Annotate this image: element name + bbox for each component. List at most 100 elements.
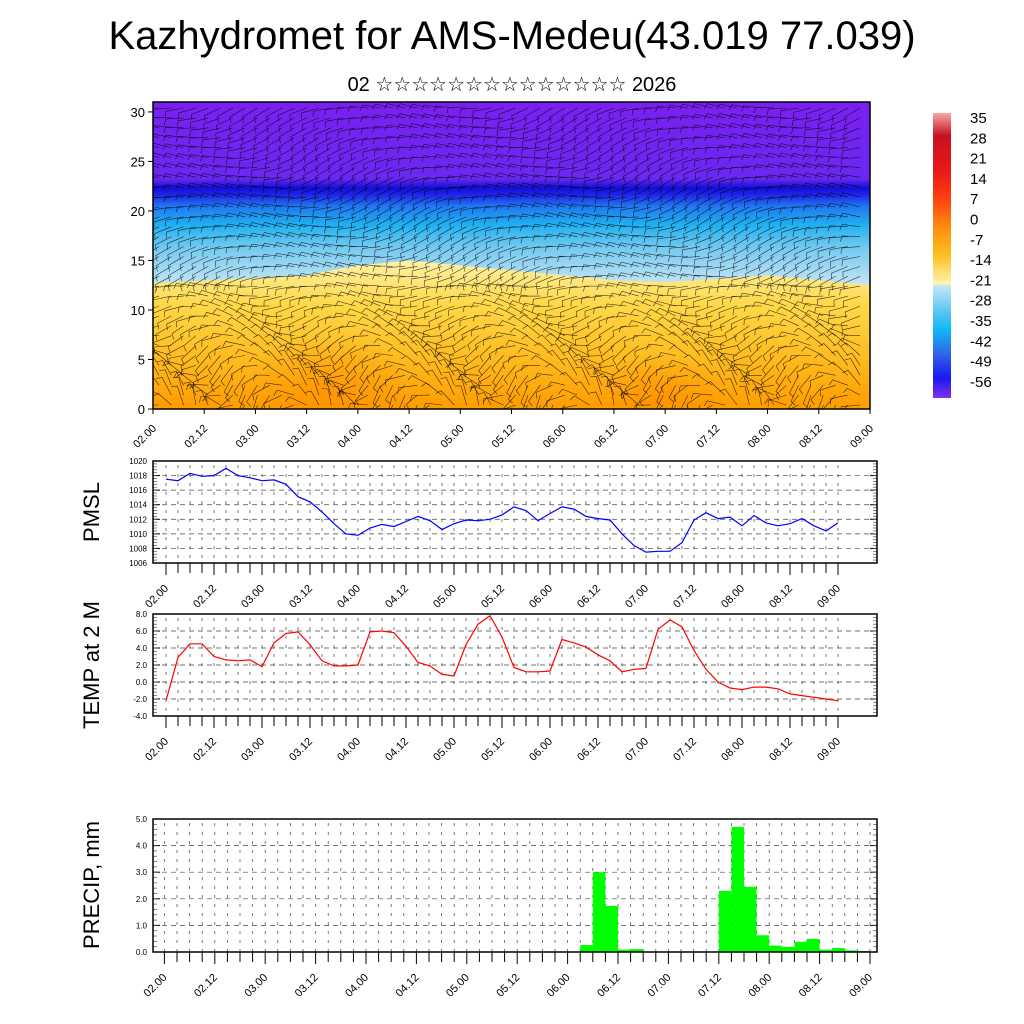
wind-barb xyxy=(326,196,344,210)
wind-barb xyxy=(635,157,652,173)
wind-barb xyxy=(215,127,233,140)
wind-barb xyxy=(523,276,541,291)
wind-barb xyxy=(410,295,430,308)
wind-barb xyxy=(302,345,319,358)
wind-barb xyxy=(634,147,652,163)
wind-barb xyxy=(455,385,467,406)
wind-barb xyxy=(762,345,775,362)
wind-barb xyxy=(302,167,320,182)
wind-barb xyxy=(818,395,824,409)
wind-barb xyxy=(344,355,357,374)
y-tick-label: 2.0 xyxy=(136,661,148,670)
wind-barb xyxy=(656,385,664,406)
wind-barb xyxy=(411,315,430,326)
wind-barb xyxy=(571,167,590,178)
wind-barb xyxy=(680,285,701,297)
wind-barb xyxy=(789,375,799,398)
wind-barb xyxy=(549,107,566,124)
wind-barb xyxy=(695,336,713,346)
x-tick-label: 08.00 xyxy=(719,583,747,611)
wind-barb xyxy=(610,167,627,182)
wind-barb xyxy=(248,295,270,305)
wind-barb xyxy=(305,366,320,386)
wind-barb xyxy=(462,236,479,251)
wind-barb xyxy=(153,152,172,158)
wind-barb xyxy=(809,375,824,387)
wind-barb xyxy=(619,300,639,307)
wind-barb xyxy=(791,127,811,134)
wind-barb xyxy=(236,233,258,240)
wind-barb xyxy=(314,370,332,386)
wind-barb xyxy=(183,381,197,396)
wind-barb xyxy=(535,137,553,150)
wind-barb xyxy=(353,394,369,409)
wind-barb xyxy=(754,325,775,336)
wind-barb xyxy=(548,127,566,142)
wind-barb xyxy=(815,215,836,222)
wind-barb xyxy=(544,222,565,229)
wind-barb xyxy=(408,133,430,140)
wind-barb xyxy=(360,115,381,123)
wind-barb xyxy=(828,379,848,386)
wind-barb xyxy=(361,355,381,369)
wind-barb xyxy=(298,241,319,248)
x-tick-label: 07.00 xyxy=(646,972,674,1000)
wind-barb xyxy=(593,232,615,238)
wind-barb xyxy=(777,345,799,354)
wind-barb xyxy=(183,335,197,352)
wind-barb xyxy=(830,394,848,405)
warm-core xyxy=(590,355,730,409)
wind-barb xyxy=(568,212,590,219)
wind-barb xyxy=(843,117,861,133)
wind-barb xyxy=(692,274,713,281)
wind-barb xyxy=(286,206,307,213)
wind-barb xyxy=(482,153,504,159)
wind-barb xyxy=(424,305,443,320)
wind-barb xyxy=(600,345,615,362)
wind-barb xyxy=(352,335,369,343)
wind-barb xyxy=(634,345,652,358)
wind-barb xyxy=(717,345,738,356)
wind-barb xyxy=(326,380,344,386)
wind-barb xyxy=(155,246,172,262)
pmsl-frame xyxy=(152,460,878,564)
wind-barb xyxy=(598,147,615,163)
wind-barb xyxy=(572,147,590,162)
wind-barb xyxy=(724,325,738,340)
wind-barb xyxy=(682,157,701,169)
wind-barb xyxy=(518,295,541,302)
wind-barb xyxy=(199,182,221,189)
wind-barb xyxy=(656,294,676,301)
wind-barb xyxy=(642,271,664,278)
wind-barb xyxy=(461,216,479,229)
wind-barb xyxy=(321,304,344,311)
wind-barb xyxy=(787,365,799,384)
colorbar-label: -7 xyxy=(970,232,983,249)
wind-barb xyxy=(279,325,295,334)
y-tick-label: 10 xyxy=(131,303,145,318)
wind-barb xyxy=(732,256,750,271)
wind-barb xyxy=(598,355,615,370)
wind-barb xyxy=(612,325,627,337)
wind-barb xyxy=(788,394,799,409)
wind-barb xyxy=(314,137,332,152)
wind-barb xyxy=(545,167,565,175)
wind-barb xyxy=(580,355,602,363)
wind-barb xyxy=(694,167,713,179)
wind-barb xyxy=(486,236,504,249)
wind-barb xyxy=(618,272,639,279)
wind-barb xyxy=(696,216,713,232)
wind-barb xyxy=(720,358,738,376)
wind-barb xyxy=(498,320,516,327)
wind-barb xyxy=(265,341,283,356)
x-tick-label: 08.00 xyxy=(746,972,774,1000)
wind-barb xyxy=(199,192,221,199)
x-tick-label: 02.12 xyxy=(191,583,219,611)
wind-barb xyxy=(745,256,762,271)
wind-barb xyxy=(587,345,602,358)
precip-bar xyxy=(819,949,833,952)
wind-barb xyxy=(225,385,234,403)
y-tick-label: -4.0 xyxy=(133,712,147,721)
wind-barb xyxy=(766,282,787,289)
wind-barb xyxy=(155,266,172,282)
